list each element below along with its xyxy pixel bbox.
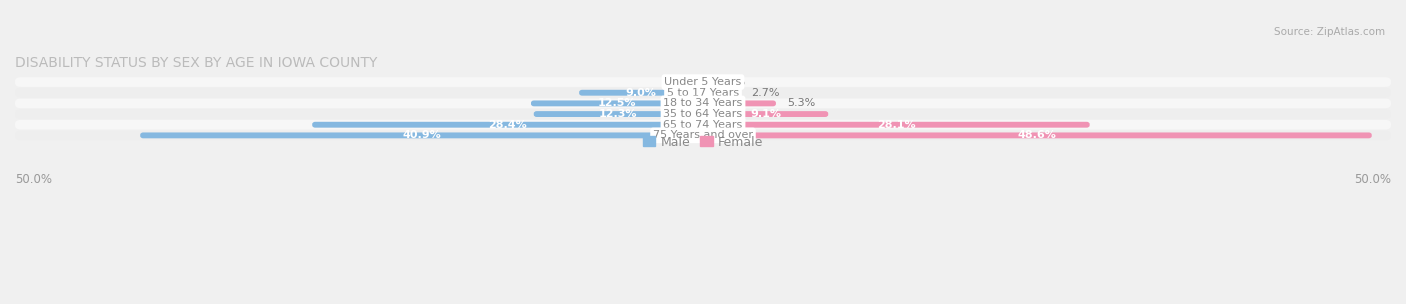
Text: 28.1%: 28.1% — [877, 120, 915, 130]
FancyBboxPatch shape — [15, 131, 1391, 140]
Text: 18 to 34 Years: 18 to 34 Years — [664, 98, 742, 109]
FancyBboxPatch shape — [703, 100, 776, 106]
FancyBboxPatch shape — [703, 90, 740, 96]
Text: 35 to 64 Years: 35 to 64 Years — [664, 109, 742, 119]
Text: 50.0%: 50.0% — [15, 173, 52, 186]
Text: Source: ZipAtlas.com: Source: ZipAtlas.com — [1274, 27, 1385, 37]
Text: 5.3%: 5.3% — [787, 98, 815, 109]
FancyBboxPatch shape — [312, 122, 703, 128]
FancyBboxPatch shape — [15, 77, 1391, 87]
Text: 40.9%: 40.9% — [402, 130, 441, 140]
Text: 9.1%: 9.1% — [751, 109, 782, 119]
Text: 28.4%: 28.4% — [488, 120, 527, 130]
Text: 0.0%: 0.0% — [717, 77, 745, 87]
Text: 65 to 74 Years: 65 to 74 Years — [664, 120, 742, 130]
Legend: Male, Female: Male, Female — [643, 136, 763, 149]
FancyBboxPatch shape — [15, 120, 1391, 130]
FancyBboxPatch shape — [703, 111, 828, 117]
Text: 12.5%: 12.5% — [598, 98, 637, 109]
FancyBboxPatch shape — [141, 133, 703, 138]
FancyBboxPatch shape — [531, 100, 703, 106]
FancyBboxPatch shape — [534, 111, 703, 117]
FancyBboxPatch shape — [15, 88, 1391, 98]
Text: 5 to 17 Years: 5 to 17 Years — [666, 88, 740, 98]
Text: 0.0%: 0.0% — [661, 77, 689, 87]
Text: 12.3%: 12.3% — [599, 109, 638, 119]
FancyBboxPatch shape — [703, 122, 1090, 128]
Text: 2.7%: 2.7% — [751, 88, 780, 98]
FancyBboxPatch shape — [15, 109, 1391, 119]
FancyBboxPatch shape — [15, 98, 1391, 108]
FancyBboxPatch shape — [579, 90, 703, 96]
FancyBboxPatch shape — [703, 133, 1372, 138]
Text: 9.0%: 9.0% — [626, 88, 657, 98]
Text: DISABILITY STATUS BY SEX BY AGE IN IOWA COUNTY: DISABILITY STATUS BY SEX BY AGE IN IOWA … — [15, 56, 377, 70]
Text: Under 5 Years: Under 5 Years — [665, 77, 741, 87]
Text: 48.6%: 48.6% — [1018, 130, 1057, 140]
Text: 75 Years and over: 75 Years and over — [652, 130, 754, 140]
Text: 50.0%: 50.0% — [1354, 173, 1391, 186]
